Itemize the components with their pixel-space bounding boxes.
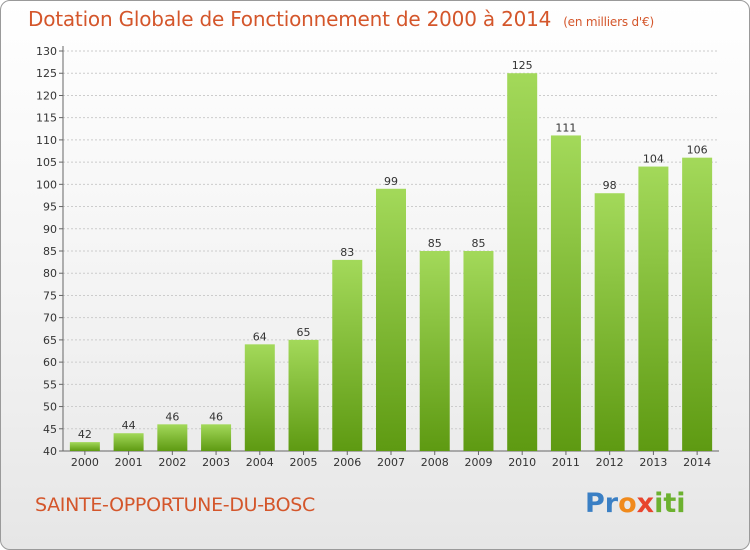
x-tick-label-2011: 2011 xyxy=(552,456,580,469)
value-label-2005: 65 xyxy=(297,326,311,339)
y-tick-label: 40 xyxy=(43,445,57,458)
y-tick-label: 45 xyxy=(43,423,57,436)
y-tick-label: 90 xyxy=(43,223,57,236)
bar-2006 xyxy=(332,259,363,451)
bar-2005 xyxy=(288,339,319,451)
x-tick-label-2012: 2012 xyxy=(596,456,624,469)
bar-2013 xyxy=(638,166,669,452)
value-label-2013: 104 xyxy=(643,153,664,166)
value-label-2000: 42 xyxy=(78,428,92,441)
bar-2014 xyxy=(682,157,713,451)
y-tick-label: 115 xyxy=(36,112,57,125)
y-tick-label: 105 xyxy=(36,156,57,169)
x-tick-label-2010: 2010 xyxy=(508,456,536,469)
bar-2008 xyxy=(419,251,450,451)
x-tick-label-2008: 2008 xyxy=(421,456,449,469)
bar-2000 xyxy=(69,442,100,451)
bar-2010 xyxy=(507,73,538,451)
proxiti-logo: Proxiti xyxy=(585,488,686,519)
y-tick-label: 130 xyxy=(36,45,57,58)
y-tick-label: 60 xyxy=(43,356,57,369)
y-tick-label: 120 xyxy=(36,89,57,102)
x-tick-label-2007: 2007 xyxy=(377,456,405,469)
x-tick-label-2009: 2009 xyxy=(464,456,492,469)
bar-2004 xyxy=(244,344,275,451)
y-tick-label: 75 xyxy=(43,289,57,302)
chart-title: Dotation Globale de Fonctionnement de 20… xyxy=(28,7,654,31)
value-label-2007: 99 xyxy=(384,175,398,188)
y-tick-label: 70 xyxy=(43,312,57,325)
value-label-2009: 85 xyxy=(471,237,485,250)
y-tick-label: 80 xyxy=(43,267,57,280)
value-label-2003: 46 xyxy=(209,410,223,423)
x-tick-labels: 2000 2001 2002 2003 2004 2005 2006 2007 2008 2009… xyxy=(71,456,711,469)
bar-2003 xyxy=(201,424,232,451)
unit-label: (en milliers d'€) xyxy=(563,15,654,29)
value-labels: 42 44 46 46 64 65 83 99 85 85 125 111 98 104 106 xyxy=(78,59,708,441)
bar-2007 xyxy=(376,188,406,451)
value-label-2004: 64 xyxy=(253,330,267,343)
bar-2011 xyxy=(550,135,581,451)
x-tick-label-2004: 2004 xyxy=(246,456,274,469)
x-tick-label-2002: 2002 xyxy=(158,456,186,469)
x-tick-label-2003: 2003 xyxy=(202,456,230,469)
chart-title-text: Dotation Globale de Fonctionnement de 20… xyxy=(28,7,552,31)
x-tick-label-2013: 2013 xyxy=(639,456,667,469)
y-tick-label: 65 xyxy=(43,334,57,347)
x-tick-label-2006: 2006 xyxy=(333,456,361,469)
y-tick-label: 95 xyxy=(43,201,57,214)
y-tick-label: 125 xyxy=(36,67,57,80)
bar-2002 xyxy=(157,424,188,451)
x-tick-label-2014: 2014 xyxy=(683,456,711,469)
value-label-2010: 125 xyxy=(512,59,533,72)
y-tick-label: 50 xyxy=(43,401,57,414)
bar-2001 xyxy=(113,433,144,451)
y-tick-labels: 40 45 50 55 60 65 70 75 80 85 90 95 100 105 110 115 120 1… xyxy=(36,45,57,458)
y-tick-label: 85 xyxy=(43,245,57,258)
commune-name: SAINTE-OPPORTUNE-DU-BOSC xyxy=(35,494,315,516)
y-tick-label: 100 xyxy=(36,178,57,191)
value-label-2008: 85 xyxy=(428,237,442,250)
y-tick-label: 110 xyxy=(36,134,57,147)
x-tick-label-2001: 2001 xyxy=(115,456,143,469)
x-tick-label-2000: 2000 xyxy=(71,456,99,469)
value-label-2001: 44 xyxy=(122,419,136,432)
y-tick-label: 55 xyxy=(43,378,57,391)
value-label-2002: 46 xyxy=(165,410,179,423)
value-label-2012: 98 xyxy=(603,179,617,192)
x-tick-label-2005: 2005 xyxy=(290,456,318,469)
value-label-2014: 106 xyxy=(687,144,708,157)
value-label-2006: 83 xyxy=(340,246,354,259)
value-label-2011: 111 xyxy=(555,121,576,134)
bar-2012 xyxy=(594,193,625,451)
bars xyxy=(69,73,713,452)
bar-2009 xyxy=(463,251,494,451)
